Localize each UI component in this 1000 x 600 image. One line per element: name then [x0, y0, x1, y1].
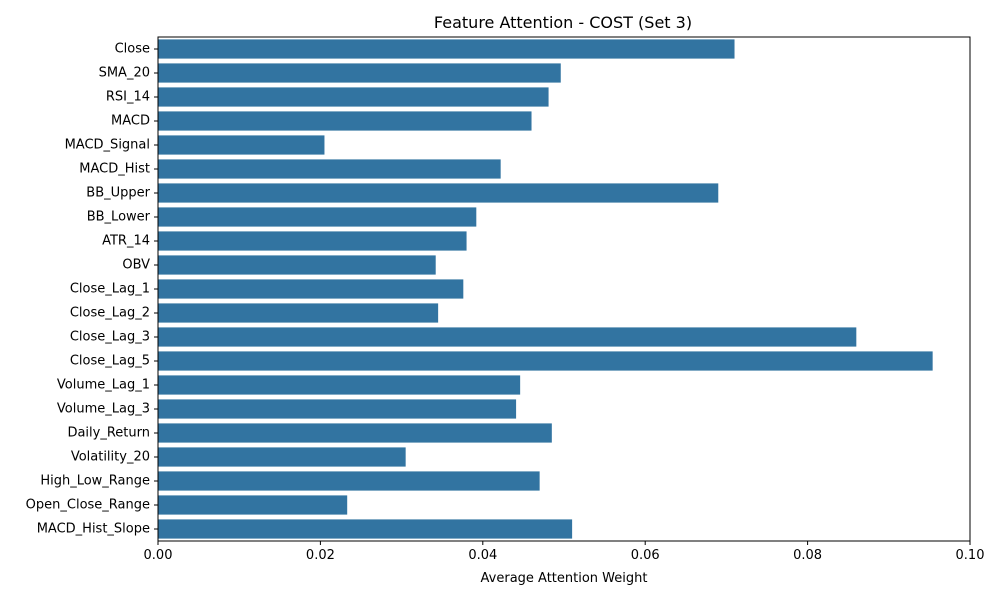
- chart-title: Feature Attention - COST (Set 3): [434, 13, 692, 32]
- bar-daily-return: [158, 423, 552, 443]
- x-tick-label: 0.02: [306, 548, 335, 563]
- bar-high-low-range: [158, 471, 540, 491]
- bar-sma-20: [158, 63, 561, 83]
- bar-obv: [158, 255, 436, 275]
- bar-volatility-20: [158, 447, 406, 467]
- y-tick-label: MACD: [111, 114, 150, 129]
- y-tick-label: BB_Upper: [86, 186, 150, 201]
- y-tick-label: Open_Close_Range: [26, 498, 150, 513]
- bar-rsi-14: [158, 87, 549, 107]
- x-tick-label: 0.04: [468, 548, 497, 563]
- bar-open-close-range: [158, 495, 348, 515]
- bar-volume-lag-1: [158, 375, 521, 395]
- y-tick-label: Close_Lag_2: [70, 306, 150, 321]
- bar-volume-lag-3: [158, 399, 517, 419]
- bar-close-lag-1: [158, 279, 464, 299]
- bar-macd-hist: [158, 159, 501, 179]
- y-tick-label: Daily_Return: [67, 426, 150, 441]
- bar-close: [158, 39, 735, 59]
- y-tick-label: Close_Lag_3: [70, 330, 150, 345]
- y-tick-label: Close_Lag_5: [70, 354, 150, 369]
- y-tick-label: RSI_14: [106, 90, 150, 105]
- bar-macd-hist-slope: [158, 519, 573, 539]
- bar-macd-signal: [158, 135, 325, 155]
- bar-bb-upper: [158, 183, 719, 203]
- x-axis-label: Average Attention Weight: [481, 571, 648, 586]
- y-tick-label: MACD_Hist_Slope: [37, 522, 150, 537]
- y-tick-label: Volatility_20: [71, 450, 150, 465]
- y-tick-label: MACD_Signal: [65, 138, 150, 153]
- x-tick-label: 0.00: [144, 548, 173, 563]
- bar-bb-lower: [158, 207, 477, 227]
- x-tick-label: 0.06: [631, 548, 660, 563]
- bars-group: [158, 39, 933, 539]
- bar-atr-14: [158, 231, 467, 251]
- y-tick-label: Volume_Lag_1: [57, 378, 150, 393]
- y-tick-label: High_Low_Range: [40, 474, 150, 489]
- x-tick-label: 0.10: [956, 548, 985, 563]
- y-tick-label: OBV: [122, 258, 150, 273]
- x-tick-label: 0.08: [793, 548, 822, 563]
- y-tick-label: ATR_14: [102, 234, 150, 249]
- bar-macd: [158, 111, 532, 131]
- y-tick-label: Volume_Lag_3: [57, 402, 150, 417]
- bar-close-lag-2: [158, 303, 439, 323]
- bar-close-lag-5: [158, 351, 933, 371]
- plot-frame: [157, 36, 971, 542]
- y-tick-label: SMA_20: [99, 66, 150, 81]
- bar-close-lag-3: [158, 327, 857, 347]
- y-tick-label: BB_Lower: [87, 210, 151, 225]
- y-tick-label: MACD_Hist: [79, 162, 150, 177]
- y-axis-ticks: Close SMA_20 RSI_14 MACD MACD_Signal MACD_His…: [26, 42, 158, 537]
- x-axis-ticks: 0.00 0.02 0.04 0.06 0.08 0.10: [144, 541, 985, 563]
- y-tick-label: Close_Lag_1: [70, 282, 150, 297]
- y-tick-label: Close: [115, 42, 150, 57]
